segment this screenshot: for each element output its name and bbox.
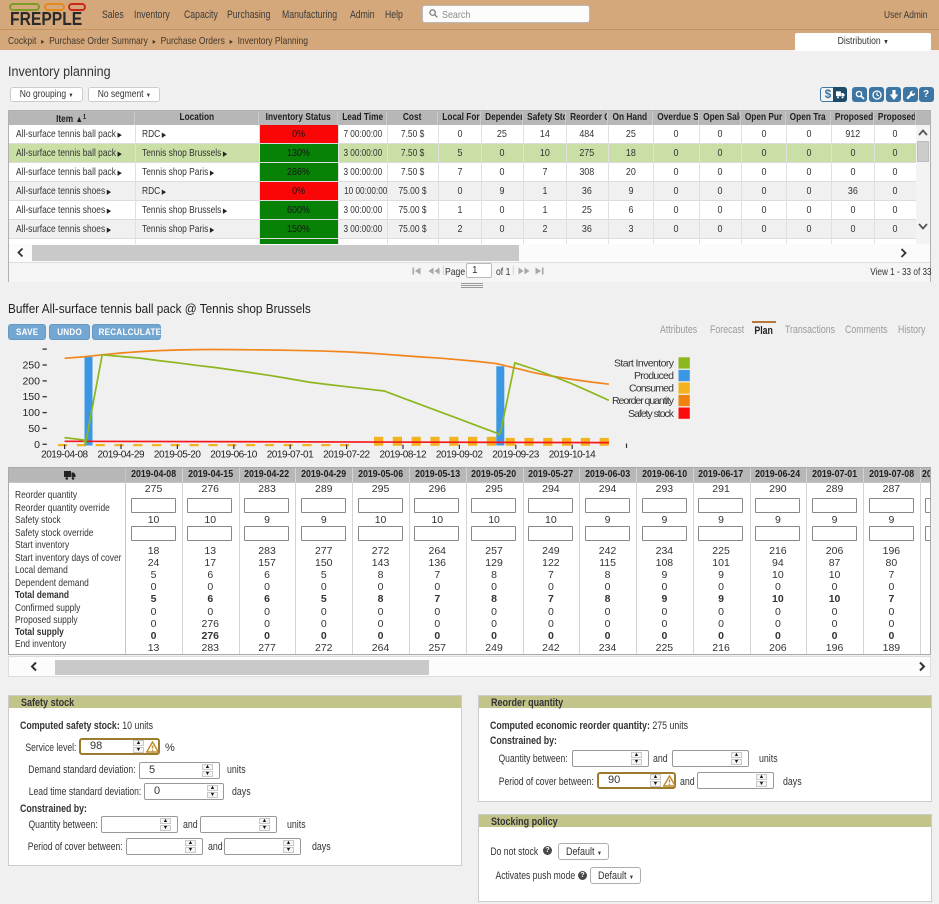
svg-text:Safety stock: Safety stock	[628, 408, 675, 420]
svg-text:0: 0	[34, 439, 40, 451]
svg-text:2019-09-23: 2019-09-23	[492, 450, 539, 461]
svg-text:2019-04-29: 2019-04-29	[98, 450, 145, 461]
svg-text:2019-07-01: 2019-07-01	[267, 450, 314, 461]
svg-text:2019-07-22: 2019-07-22	[323, 450, 370, 461]
svg-text:250: 250	[22, 360, 40, 372]
svg-text:150: 150	[22, 391, 40, 403]
svg-text:2019-09-02: 2019-09-02	[436, 450, 483, 461]
svg-text:2019-05-20: 2019-05-20	[154, 450, 201, 461]
svg-text:2019-04-08: 2019-04-08	[41, 450, 88, 461]
svg-text:Produced: Produced	[634, 370, 674, 382]
svg-text:Start Inventory: Start Inventory	[614, 358, 675, 370]
svg-text:2019-10-14: 2019-10-14	[549, 450, 596, 461]
svg-text:50: 50	[28, 423, 40, 435]
svg-text:2019-08-12: 2019-08-12	[380, 450, 427, 461]
svg-text:100: 100	[22, 407, 40, 419]
svg-text:200: 200	[22, 375, 40, 387]
svg-text:2019-06-10: 2019-06-10	[210, 450, 257, 461]
svg-text:Consumed: Consumed	[629, 383, 674, 395]
svg-text:Reorder quantity: Reorder quantity	[612, 395, 675, 407]
